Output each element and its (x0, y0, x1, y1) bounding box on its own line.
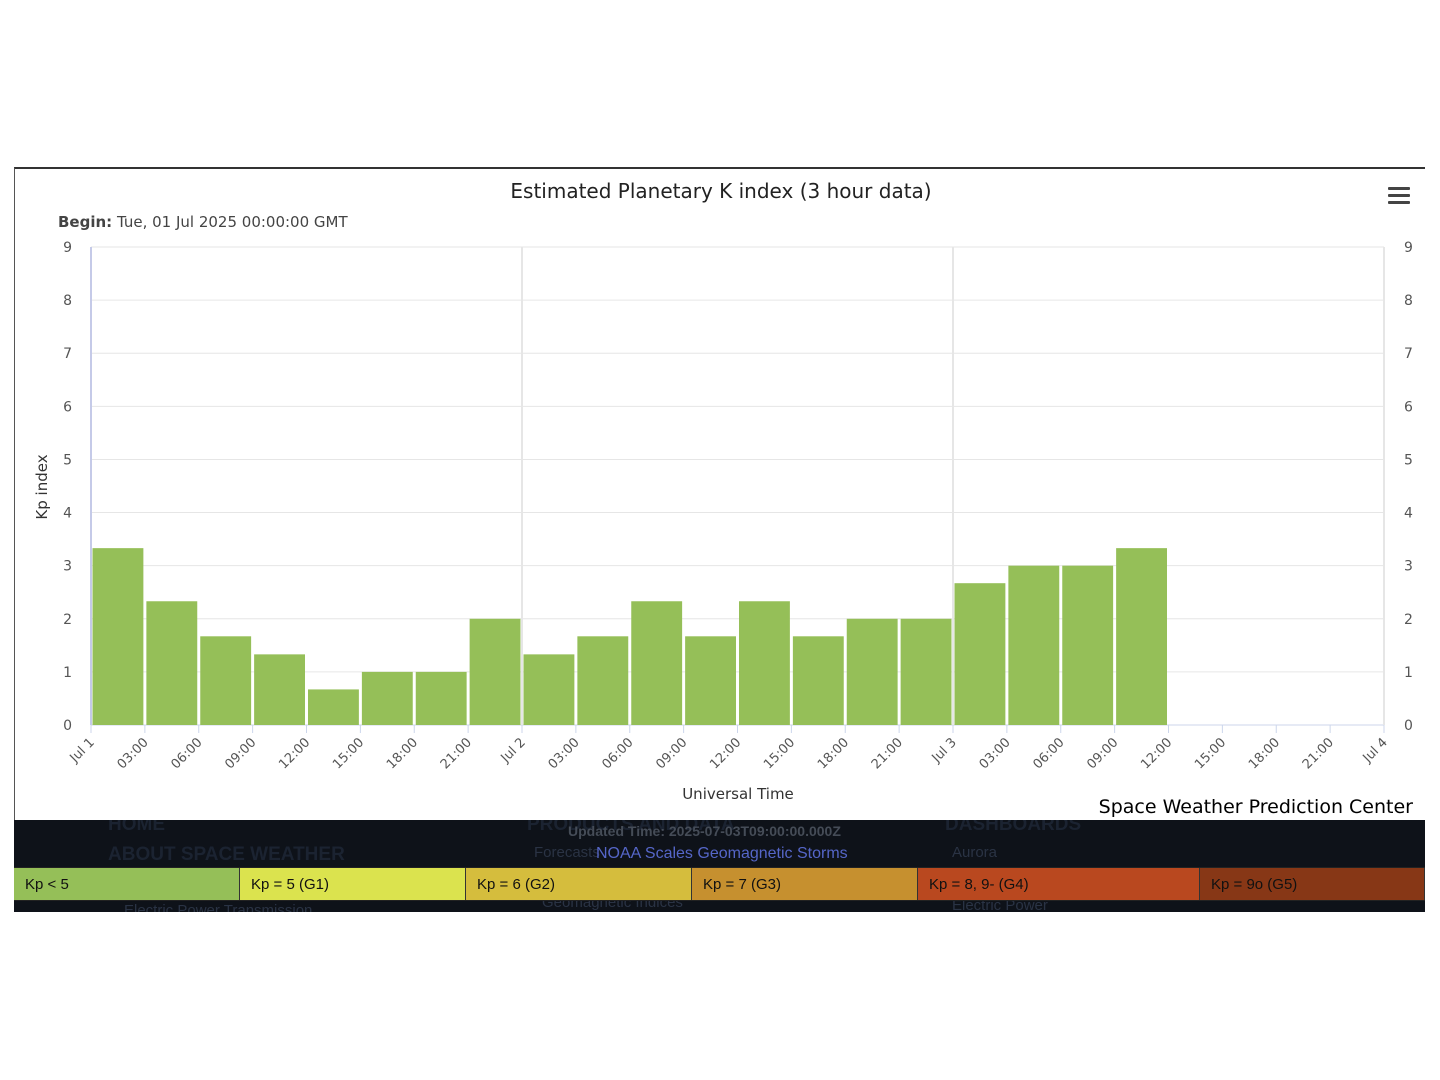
x-tick-label: 21:00 (869, 735, 906, 772)
kp-legend-item: Kp = 8, 9- (G4) (918, 868, 1200, 900)
chart-container: Estimated Planetary K index (3 hour data… (14, 167, 1425, 820)
kp-bar (523, 654, 575, 725)
x-tick-label: 09:00 (222, 735, 259, 772)
kp-bar (1008, 565, 1060, 725)
x-tick-label: 12:00 (1138, 735, 1175, 772)
x-tick-label: 09:00 (1084, 735, 1121, 772)
x-tick-label: 03:00 (115, 735, 152, 772)
kp-bar (954, 583, 1006, 725)
subtitle-value: Tue, 01 Jul 2025 00:00:00 GMT (116, 213, 349, 231)
kp-bar (415, 671, 467, 725)
kp-bar (254, 654, 305, 725)
x-tick-label: Jul 3 (929, 735, 960, 766)
y-tick-label-left: 1 (63, 665, 72, 681)
updated-time: Updated Time: 2025-07-03T09:00:00.000Z (568, 823, 841, 839)
x-tick-label: 09:00 (653, 735, 690, 772)
subtitle-label: Begin: (58, 213, 112, 231)
x-tick-label: 06:00 (1030, 735, 1067, 772)
chart-menu-icon[interactable] (1388, 187, 1410, 207)
chart-credit: Space Weather Prediction Center (1098, 796, 1413, 818)
y-tick-label-right: 0 (1404, 718, 1413, 734)
y-tick-label-right: 6 (1404, 399, 1413, 415)
y-tick-label-right: 2 (1404, 612, 1413, 628)
kp-bar (685, 636, 736, 725)
y-tick-label-left: 0 (63, 718, 72, 734)
y-tick-label-left: 3 (63, 559, 72, 575)
x-tick-label: 12:00 (276, 735, 313, 772)
x-tick-label: 03:00 (546, 735, 583, 772)
kp-legend-item: Kp = 6 (G2) (466, 868, 692, 900)
x-tick-label: 15:00 (761, 735, 798, 772)
x-tick-label: 06:00 (599, 735, 636, 772)
chart-subtitle: Begin: Tue, 01 Jul 2025 00:00:00 GMT (58, 213, 348, 231)
kp-bar (577, 636, 629, 725)
x-tick-label: 21:00 (438, 735, 475, 772)
y-tick-label-left: 2 (63, 612, 72, 628)
x-tick-label: Jul 4 (1360, 735, 1391, 766)
y-tick-label-right: 5 (1404, 452, 1413, 468)
x-tick-label: 18:00 (815, 735, 852, 772)
x-tick-label: 18:00 (1246, 735, 1283, 772)
x-axis: Jul 1 03:00 06:00 09:00 12:00 15:00 18:00 21:00… (67, 725, 1391, 772)
y-axis-left: 0 1 2 3 4 5 6 7 8 9 (63, 240, 72, 734)
y-tick-label-right: 1 (1404, 665, 1413, 681)
kp-bar (1116, 548, 1167, 725)
x-tick-label: 18:00 (384, 735, 421, 772)
y-tick-label-right: 4 (1404, 506, 1413, 522)
y-tick-label-right: 8 (1404, 293, 1413, 309)
x-tick-label: 03:00 (977, 735, 1014, 772)
kp-legend-item: Kp < 5 (14, 868, 240, 900)
y-axis-label: Kp index (33, 454, 51, 519)
y-tick-label-left: 8 (63, 293, 72, 309)
kp-bar (92, 548, 144, 725)
x-tick-label: 12:00 (707, 735, 744, 772)
x-tick-label: Jul 2 (498, 735, 529, 766)
kp-legend-item: Kp = 5 (G1) (240, 868, 466, 900)
kp-bar (846, 618, 898, 725)
y-tick-label-right: 7 (1404, 346, 1413, 362)
x-axis-label: Universal Time (682, 785, 794, 803)
kp-bar (1062, 565, 1114, 725)
y-tick-label-left: 4 (63, 506, 72, 522)
kp-legend-item: Kp = 9o (G5) (1200, 868, 1425, 900)
x-tick-label: 15:00 (1192, 735, 1229, 772)
kp-bar (200, 636, 252, 725)
y-tick-label-left: 6 (63, 399, 72, 415)
kp-legend: Kp < 5 Kp = 5 (G1) Kp = 6 (G2) Kp = 7 (G3) K… (14, 867, 1425, 901)
x-tick-label: 21:00 (1300, 735, 1337, 772)
y-tick-label-right: 9 (1404, 240, 1413, 256)
kp-bar (469, 618, 521, 725)
kp-bar (361, 671, 413, 725)
y-tick-label-left: 7 (63, 346, 72, 362)
x-tick-label: 15:00 (330, 735, 367, 772)
noaa-scales-link[interactable]: NOAA Scales Geomagnetic Storms (596, 845, 848, 862)
kp-bar (308, 689, 359, 725)
x-tick-label: 06:00 (168, 735, 205, 772)
y-axis-right: 0 1 2 3 4 5 6 7 8 9 (1404, 240, 1413, 734)
y-tick-label-left: 5 (63, 452, 72, 468)
kp-bar (739, 601, 790, 725)
y-tick-label-right: 3 (1404, 559, 1413, 575)
kp-legend-item: Kp = 7 (G3) (692, 868, 918, 900)
bar-series (92, 548, 1167, 725)
kp-bar (631, 601, 683, 725)
kp-bar (792, 636, 844, 725)
chart-title: Estimated Planetary K index (3 hour data… (510, 179, 931, 203)
grid-lines (90, 246, 1385, 726)
x-tick-label: Jul 1 (67, 735, 98, 766)
kp-bar (900, 618, 952, 725)
kp-index-chart: Estimated Planetary K index (3 hour data… (33, 179, 1413, 803)
y-tick-label-left: 9 (63, 240, 72, 256)
kp-bar (146, 601, 198, 725)
